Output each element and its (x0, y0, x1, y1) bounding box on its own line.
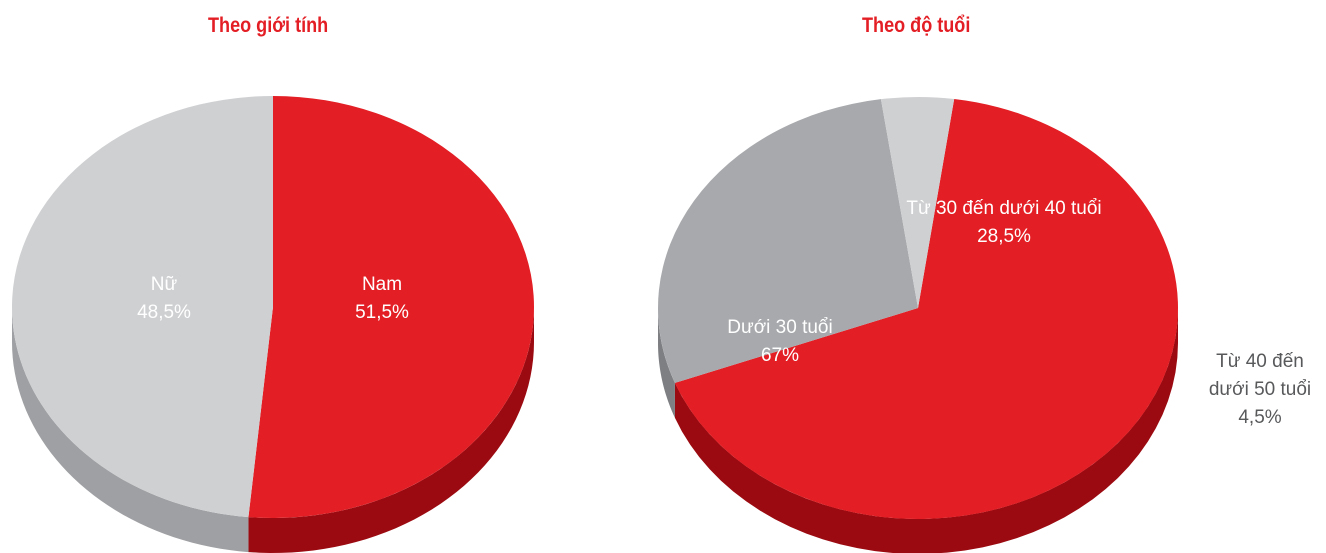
slice-value: 4,5% (1238, 407, 1281, 428)
slice-name: Nữ (151, 274, 178, 295)
slice-label-0: Nam 51,5% (355, 274, 409, 323)
slice-value: 51,5% (355, 302, 409, 323)
pie-slice-0 (248, 96, 534, 519)
slice-name: dưới 50 tuổi (1209, 379, 1311, 400)
chart-title-age: Theo độ tuổi (862, 14, 971, 37)
pie-side-0 (248, 307, 534, 553)
age-chart-panel: Theo độ tuổi Dưới 30 tuổi 67% Từ 30 đến dư… (620, 0, 1326, 553)
slice-label-1: Nữ 48,5% (137, 274, 191, 323)
slice-label-1: Từ 30 đến dưới 40 tuổi 28,5% (906, 198, 1101, 247)
slice-name: Từ 40 đến (1216, 351, 1304, 372)
slice-label-0: Dưới 30 tuổi 67% (727, 317, 832, 366)
slice-value: 28,5% (977, 226, 1031, 247)
pie-slice-0 (674, 99, 1178, 519)
pie-slice-2 (880, 97, 955, 309)
slice-name: Từ 30 đến dưới 40 tuổi (906, 198, 1101, 219)
slice-name: Nam (362, 274, 402, 295)
pie-slice-1 (658, 99, 918, 383)
age-pie-chart: Dưới 30 tuổi 67% Từ 30 đến dưới 40 tuổi 28,… (658, 97, 1311, 553)
slice-label-2: Từ 40 đến dưới 50 tuổi 4,5% (1209, 351, 1311, 428)
slice-name: Dưới 30 tuổi (727, 317, 832, 338)
chart-title-gender: Theo giới tính (208, 14, 329, 37)
gender-chart-panel: Theo giới tính Nam 51,5% Nữ 48,5% (0, 0, 560, 553)
gender-pie-chart: Nam 51,5% Nữ 48,5% (11, 96, 534, 553)
slice-value: 48,5% (137, 302, 191, 323)
pie-side-0 (674, 308, 1178, 553)
pie-slice-1 (11, 96, 274, 518)
pie-side-1 (12, 307, 249, 553)
pie-side-1 (658, 308, 675, 418)
slice-value: 67% (761, 345, 799, 366)
